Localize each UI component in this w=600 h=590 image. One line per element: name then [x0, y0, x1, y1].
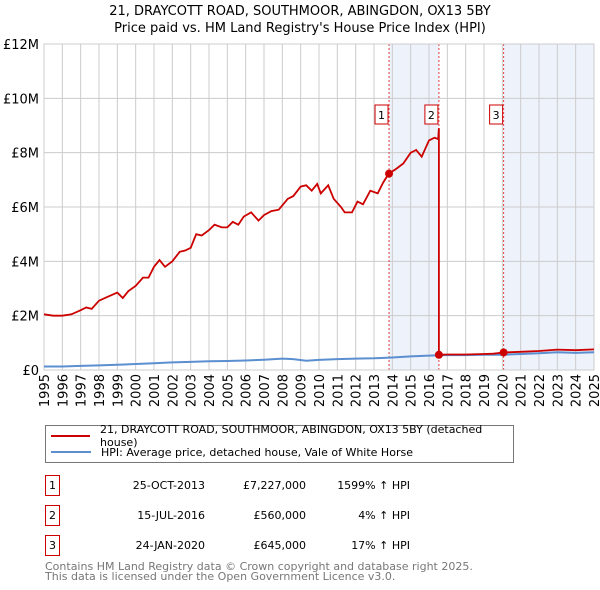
- sale-label: 2: [428, 109, 435, 122]
- x-tick-label: 2022: [533, 374, 548, 407]
- x-tick-label: 2000: [130, 374, 145, 407]
- x-tick-label: 2013: [368, 374, 383, 407]
- legend-label: 21, DRAYCOTT ROAD, SOUTHMOOR, ABINGDON, …: [100, 423, 483, 449]
- sale-row: 3 24-JAN-2020 £645,000 17% ↑ HPI: [45, 535, 565, 556]
- x-tick-label: 2024: [570, 374, 585, 407]
- x-tick-label: 1997: [75, 374, 90, 407]
- footer-copyright: Contains HM Land Registry data © Crown c…: [45, 560, 473, 573]
- x-tick-label: 2014: [386, 374, 401, 407]
- y-tick-label: £0: [22, 364, 39, 379]
- x-tick-label: 2021: [515, 374, 530, 407]
- sale-number-badge: 3: [45, 535, 60, 556]
- x-tick-label: 2018: [460, 374, 475, 407]
- x-tick-label: 2007: [258, 374, 273, 407]
- legend: 21, DRAYCOTT ROAD, SOUTHMOOR, ABINGDON, …: [45, 423, 514, 463]
- chart-subtitle: Price paid vs. HM Land Registry's House …: [114, 21, 486, 36]
- y-tick-label: £2M: [11, 310, 39, 325]
- sale-date: 24-JAN-2020: [135, 539, 205, 552]
- sale-price: £560,000: [253, 509, 307, 522]
- y-tick-label: £8M: [11, 147, 39, 162]
- sale-number-badge: 1: [45, 475, 60, 496]
- x-tick-label: 2002: [166, 374, 181, 407]
- x-tick-label: 2019: [478, 374, 493, 407]
- x-tick-label: 2003: [185, 374, 200, 407]
- x-tick-label: 2010: [313, 374, 328, 407]
- x-tick-label: 2008: [276, 374, 291, 407]
- y-tick-label: £4M: [11, 255, 39, 270]
- sale-date: 25-OCT-2013: [132, 479, 205, 492]
- property-line: [43, 128, 595, 356]
- x-tick-label: 2012: [350, 374, 365, 407]
- x-tick-label: 2020: [496, 374, 511, 407]
- x-tick-label: 1999: [111, 374, 126, 407]
- sale-label: 3: [493, 109, 500, 122]
- sale-price: £645,000: [253, 539, 307, 552]
- sale-hpi-diff: 4% ↑ HPI: [358, 509, 410, 522]
- sale-price: £7,227,000: [243, 479, 306, 492]
- x-tick-label: 1995: [38, 374, 53, 407]
- hpi-line-swatch: [51, 451, 91, 453]
- x-tick-label: 2015: [405, 374, 420, 407]
- sale-point: [385, 169, 394, 178]
- sale-row: 1 25-OCT-2013 £7,227,000 1599% ↑ HPI: [45, 475, 565, 496]
- legend-item-hpi: HPI: Average price, detached house, Vale…: [46, 444, 413, 460]
- x-tick-label: 2017: [441, 374, 456, 407]
- sale-point: [499, 348, 508, 357]
- sale-date: 15-JUL-2016: [137, 509, 205, 522]
- x-tick-label: 2009: [295, 374, 310, 407]
- sale-hpi-diff: 17% ↑ HPI: [351, 539, 410, 552]
- sale-label-box: [374, 104, 389, 125]
- x-tick-label: 2004: [203, 374, 218, 407]
- y-tick-label: £6M: [11, 201, 39, 216]
- x-tick-label: 2011: [331, 374, 346, 407]
- x-tick-label: 2025: [588, 374, 600, 407]
- x-tick-label: 2001: [148, 374, 163, 407]
- y-tick-label: £12M: [3, 38, 39, 53]
- property-line-swatch: [51, 435, 91, 437]
- x-tick-label: 2016: [423, 374, 438, 407]
- sale-hpi-diff: 1599% ↑ HPI: [337, 479, 410, 492]
- sale-point: [434, 350, 443, 359]
- legend-item-property: 21, DRAYCOTT ROAD, SOUTHMOOR, ABINGDON, …: [46, 423, 513, 449]
- x-tick-label: 2023: [551, 374, 566, 407]
- chart-title: 21, DRAYCOTT ROAD, SOUTHMOOR, ABINGDON, …: [109, 4, 491, 19]
- x-tick-label: 1996: [56, 374, 71, 407]
- y-tick-label: £10M: [3, 92, 39, 107]
- sale-row: 2 15-JUL-2016 £560,000 4% ↑ HPI: [45, 505, 565, 526]
- sale-label: 1: [378, 109, 385, 122]
- plot-frame: [43, 43, 595, 371]
- legend-label: HPI: Average price, detached house, Vale…: [101, 445, 413, 459]
- footer-licence: This data is licensed under the Open Gov…: [45, 570, 396, 583]
- sale-number-badge: 2: [45, 505, 60, 526]
- hpi-line: [44, 351, 595, 368]
- sale-label-box: [424, 104, 439, 125]
- x-tick-label: 2006: [240, 374, 255, 407]
- x-tick-label: 1998: [93, 374, 108, 407]
- x-tick-label: 2005: [221, 374, 236, 407]
- sale-label-box: [489, 104, 504, 125]
